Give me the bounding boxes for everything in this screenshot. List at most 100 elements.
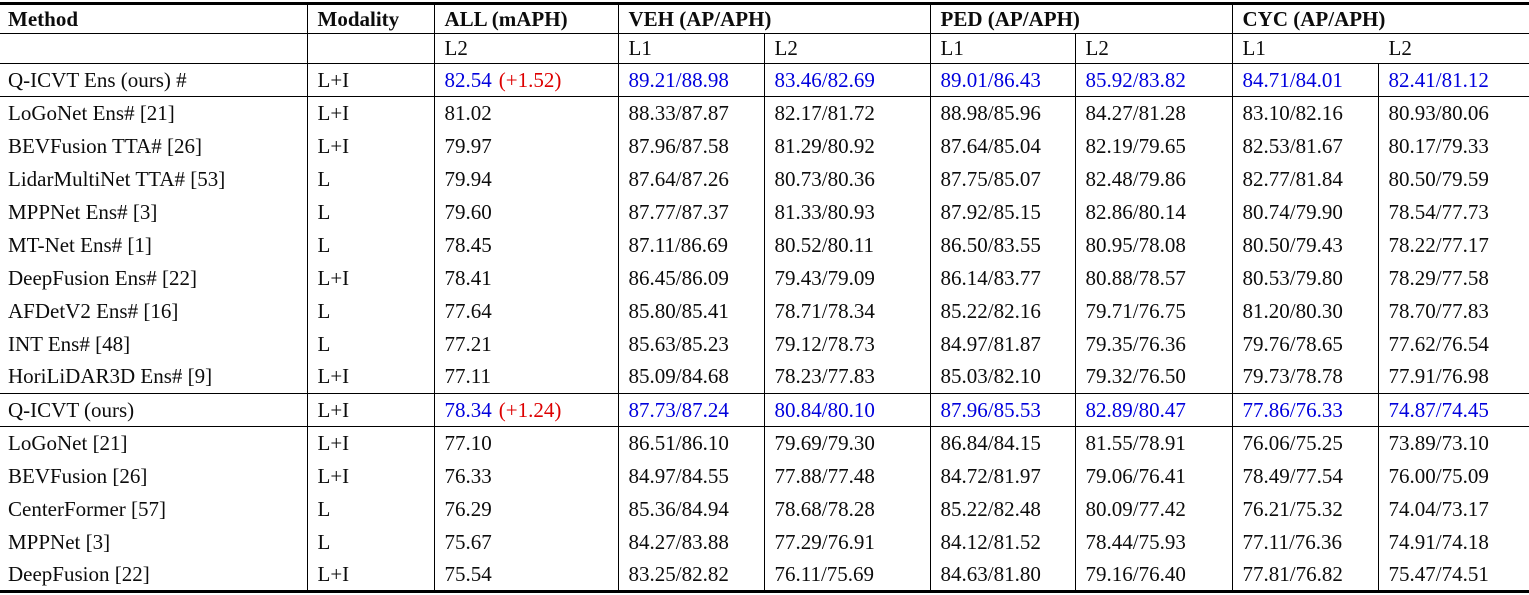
col-header-modality: Modality — [306, 3, 434, 34]
ped-l1-cell: 89.01/86.43 — [929, 63, 1075, 97]
method-cell: BEVFusion TTA# [26] — [8, 133, 202, 158]
all-maph-l2-cell: 77.64 — [433, 294, 618, 328]
cyc-l1-cell: 77.86/76.33 — [1231, 393, 1378, 427]
all-maph-value: 76.33 — [444, 463, 492, 488]
modality-cell: L+I — [306, 558, 434, 592]
modality-cell: L — [306, 162, 434, 196]
veh-l2-cell: 76.11/75.69 — [763, 558, 930, 592]
cyc-l1-cell: 80.53/79.80 — [1231, 261, 1378, 295]
cyc-l1-cell: 77.81/76.82 — [1231, 558, 1378, 592]
method-cell: LoGoNet Ens# [21] — [8, 100, 175, 125]
all-maph-l2-cell: 77.11 — [433, 360, 618, 394]
veh-l1-cell: 87.73/87.24 — [617, 393, 764, 427]
veh-l2-cell: 79.69/79.30 — [763, 426, 930, 460]
veh-l1-cell: 84.97/84.55 — [617, 459, 764, 493]
subheader-method-empty — [0, 33, 307, 64]
modality-cell: L — [306, 294, 434, 328]
method-cell: CenterFormer [57] — [8, 496, 167, 521]
subheader-cyc-l1: L1 — [1231, 33, 1378, 64]
ped-l2-cell: 82.19/79.65 — [1074, 129, 1232, 163]
ped-l1-cell: 85.22/82.16 — [929, 294, 1075, 328]
veh-l2-cell: 82.17/81.72 — [763, 96, 930, 130]
modality-cell: L+I — [306, 426, 434, 460]
table-row: AFDetV2 Ens# [16] L 77.64 85.80/85.41 78.71/… — [0, 294, 1529, 328]
cyc-l2-cell: 80.50/79.59 — [1377, 162, 1529, 196]
cyc-l1-cell: 79.73/78.78 — [1231, 360, 1378, 394]
results-header: Method Modality ALL (mAPH) VEH (AP/APH) … — [0, 3, 1529, 64]
col-header-cyc: CYC (AP/APH) — [1231, 3, 1529, 34]
table-row: CenterFormer [57] L 76.29 85.36/84.94 78.68/… — [0, 492, 1529, 526]
cyc-l1-cell: 79.76/78.65 — [1231, 327, 1378, 361]
method-cell: Q-ICVT (ours) — [0, 393, 307, 427]
all-maph-value: 77.21 — [444, 331, 492, 356]
veh-l1-cell: 87.77/87.37 — [617, 195, 764, 229]
veh-l1-cell: 83.25/82.82 — [617, 558, 764, 592]
cyc-l1-cell: 77.11/76.36 — [1231, 525, 1378, 559]
ped-l2-cell: 81.55/78.91 — [1074, 426, 1232, 460]
modality-cell: L — [306, 228, 434, 262]
cyc-l1-cell: 82.77/81.84 — [1231, 162, 1378, 196]
cyc-l2-cell: 77.62/76.54 — [1377, 327, 1529, 361]
all-maph-value: 75.67 — [444, 529, 492, 554]
ped-l1-cell: 87.75/85.07 — [929, 162, 1075, 196]
ped-l1-cell: 86.84/84.15 — [929, 426, 1075, 460]
ped-l1-cell: 87.92/85.15 — [929, 195, 1075, 229]
veh-l1-cell: 85.09/84.68 — [617, 360, 764, 394]
veh-l1-cell: 85.80/85.41 — [617, 294, 764, 328]
table-row: Q-ICVT Ens (ours) # L+I 82.54 (+1.52) 89.21/… — [0, 63, 1529, 97]
method-cell: LoGoNet [21] — [8, 430, 128, 455]
cyc-l2-cell: 78.22/77.17 — [1377, 228, 1529, 262]
cyc-l1-cell: 80.74/79.90 — [1231, 195, 1378, 229]
veh-l1-cell: 89.21/88.98 — [617, 63, 764, 97]
veh-l1-cell: 86.45/86.09 — [617, 261, 764, 295]
method-cell: DeepFusion [22] — [8, 561, 150, 586]
table-row: DeepFusion [22] L+I 75.54 83.25/82.82 76.11/… — [0, 558, 1529, 592]
table-row: LoGoNet Ens# [21] L+I 81.02 88.33/87.87 82.1… — [0, 96, 1529, 130]
gain-badge: (+1.24) — [498, 397, 562, 422]
table-row: MT-Net Ens# [1] L 78.45 87.11/86.69 80.52/80… — [0, 228, 1529, 262]
ped-l2-cell: 82.48/79.86 — [1074, 162, 1232, 196]
all-maph-value: 78.41 — [444, 265, 492, 290]
veh-l1-cell: 88.33/87.87 — [617, 96, 764, 130]
all-maph-value: 79.97 — [444, 133, 492, 158]
subheader-modality-empty — [306, 33, 434, 64]
table-row: Q-ICVT (ours) L+I 78.34 (+1.24) 87.73/87.24 8… — [0, 393, 1529, 427]
cyc-l2-cell: 74.91/74.18 — [1377, 525, 1529, 559]
table-row: MPPNet Ens# [3] L 79.60 87.77/87.37 81.33/80… — [0, 195, 1529, 229]
modality-cell: L+I — [306, 96, 434, 130]
modality-cell: L+I — [306, 63, 434, 97]
subheader-veh-l1: L1 — [617, 33, 764, 64]
all-maph-value: 77.64 — [444, 298, 492, 323]
col-header-method: Method — [0, 3, 307, 34]
cyc-l2-cell: 74.04/73.17 — [1377, 492, 1529, 526]
ped-l1-cell: 84.97/81.87 — [929, 327, 1075, 361]
method-cell: INT Ens# [48] — [8, 331, 131, 356]
method-cell: AFDetV2 Ens# [16] — [8, 298, 179, 323]
ped-l2-cell: 79.06/76.41 — [1074, 459, 1232, 493]
ped-l2-cell: 80.88/78.57 — [1074, 261, 1232, 295]
all-maph-l2-cell: 78.41 — [433, 261, 618, 295]
method-cell: BEVFusion [26] — [8, 463, 148, 488]
table-row: HoriLiDAR3D Ens# [9] L+I 77.11 85.09/84.68 7… — [0, 360, 1529, 394]
col-header-veh: VEH (AP/APH) — [617, 3, 930, 34]
subheader-all-l2: L2 — [433, 33, 618, 64]
veh-l2-cell: 79.43/79.09 — [763, 261, 930, 295]
cyc-l1-cell: 83.10/82.16 — [1231, 96, 1378, 130]
cyc-l1-cell: 78.49/77.54 — [1231, 459, 1378, 493]
ped-l1-cell: 86.50/83.55 — [929, 228, 1075, 262]
veh-l1-cell: 87.96/87.58 — [617, 129, 764, 163]
veh-l2-cell: 78.23/77.83 — [763, 360, 930, 394]
ped-l2-cell: 79.35/76.36 — [1074, 327, 1232, 361]
all-maph-l2-cell: 82.54 (+1.52) — [433, 63, 618, 97]
ped-l2-cell: 80.09/77.42 — [1074, 492, 1232, 526]
all-maph-value: 78.34 — [444, 397, 492, 422]
modality-cell: L+I — [306, 129, 434, 163]
modality-cell: L+I — [306, 261, 434, 295]
modality-cell: L — [306, 492, 434, 526]
veh-l2-cell: 80.84/80.10 — [763, 393, 930, 427]
all-maph-l2-cell: 77.10 — [433, 426, 618, 460]
ped-l1-cell: 87.64/85.04 — [929, 129, 1075, 163]
veh-l2-cell: 79.12/78.73 — [763, 327, 930, 361]
cyc-l2-cell: 73.89/73.10 — [1377, 426, 1529, 460]
